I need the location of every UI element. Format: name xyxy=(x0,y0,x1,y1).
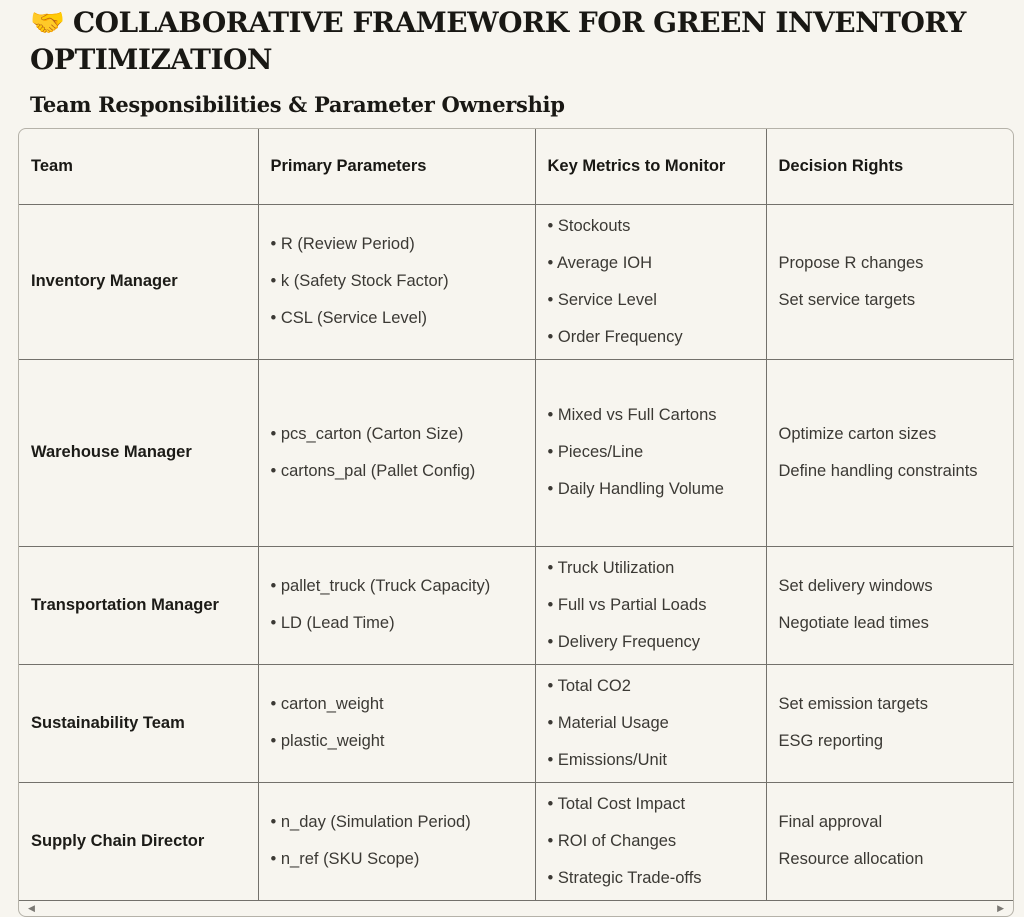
metric-item: Stockouts xyxy=(548,208,754,245)
decisions-cell: Set emission targets ESG reporting xyxy=(765,663,1013,783)
metric-item: Pieces/Line xyxy=(548,434,754,471)
decisions-cell: Propose R changes Set service targets xyxy=(765,203,1013,360)
metric-item: Emissions/Unit xyxy=(548,742,754,779)
parameter-item: pcs_carton (Carton Size) xyxy=(271,416,523,453)
table-row: Supply Chain Director n_day (Simulation … xyxy=(19,781,1013,900)
team-cell: Sustainability Team xyxy=(19,663,259,783)
metric-item: Order Frequency xyxy=(548,319,754,356)
parameter-item: carton_weight xyxy=(271,686,523,723)
table-row: Sustainability Team carton_weight plasti… xyxy=(19,663,1013,783)
page-title-text: COLLABORATIVE FRAMEWORK FOR GREEN INVENT… xyxy=(30,6,966,76)
metric-item: Mixed vs Full Cartons xyxy=(548,397,754,434)
parameter-item: LD (Lead Time) xyxy=(271,605,523,642)
table-row: Inventory Manager R (Review Period) k (S… xyxy=(19,203,1013,360)
decision-line: Final approval xyxy=(778,813,883,831)
parameters-cell: carton_weight plastic_weight xyxy=(257,663,536,783)
parameter-item: CSL (Service Level) xyxy=(271,300,523,337)
decision-line: ESG reporting xyxy=(778,732,884,750)
scroll-right-arrow-icon[interactable]: ▶ xyxy=(997,902,1004,913)
team-cell: Inventory Manager xyxy=(19,203,259,360)
metrics-cell: Total CO2 Material Usage Emissions/Unit xyxy=(534,663,767,783)
metrics-cell: Stockouts Average IOH Service Level Orde… xyxy=(534,203,767,360)
metrics-cell: Mixed vs Full Cartons Pieces/Line Daily … xyxy=(534,358,767,547)
metric-item: Strategic Trade-offs xyxy=(548,860,754,897)
horizontal-scrollbar[interactable]: ◀ ▶ xyxy=(19,899,1013,916)
parameter-item: n_ref (SKU Scope) xyxy=(271,841,523,878)
decision-line: Define handling constraints xyxy=(778,461,978,480)
decision-line: Propose R changes xyxy=(778,253,924,272)
metric-item: Total CO2 xyxy=(548,668,754,705)
metric-item: ROI of Changes xyxy=(548,823,754,860)
metric-item: Daily Handling Volume xyxy=(548,471,754,508)
parameter-item: pallet_truck (Truck Capacity) xyxy=(271,568,523,605)
parameter-item: cartons_pal (Pallet Config) xyxy=(271,453,523,490)
parameters-cell: pcs_carton (Carton Size) cartons_pal (Pa… xyxy=(257,358,536,547)
decision-line: Optimize carton sizes xyxy=(778,424,937,443)
metric-item: Material Usage xyxy=(548,705,754,742)
column-header-decisions: Decision Rights xyxy=(765,128,1013,205)
metric-item: Delivery Frequency xyxy=(548,624,754,661)
responsibilities-table: Team Primary Parameters Key Metrics to M… xyxy=(19,128,1013,900)
parameter-item: R (Review Period) xyxy=(271,226,523,263)
metric-item: Total Cost Impact xyxy=(548,786,754,823)
parameters-cell: pallet_truck (Truck Capacity) LD (Lead T… xyxy=(257,545,536,665)
column-header-parameters: Primary Parameters xyxy=(257,128,536,205)
decisions-cell: Set delivery windows Negotiate lead time… xyxy=(765,545,1013,665)
column-header-team: Team xyxy=(19,128,259,205)
decisions-cell: Optimize carton sizes Define handling co… xyxy=(765,358,1013,547)
table-row: Transportation Manager pallet_truck (Tru… xyxy=(19,545,1013,665)
metric-item: Average IOH xyxy=(548,245,754,282)
decision-line: Set emission targets xyxy=(778,695,928,713)
metric-item: Service Level xyxy=(548,282,754,319)
table-scroll-container[interactable]: Team Primary Parameters Key Metrics to M… xyxy=(18,128,1014,917)
decisions-cell: Final approval Resource allocation xyxy=(765,781,1013,900)
scroll-left-arrow-icon[interactable]: ◀ xyxy=(28,902,35,913)
decision-line: Resource allocation xyxy=(778,850,924,868)
table-header-row: Team Primary Parameters Key Metrics to M… xyxy=(19,128,1013,205)
decision-line: Set delivery windows xyxy=(778,577,933,595)
parameter-item: k (Safety Stock Factor) xyxy=(271,263,523,300)
metrics-cell: Total Cost Impact ROI of Changes Strateg… xyxy=(534,781,767,900)
column-header-metrics: Key Metrics to Monitor xyxy=(534,128,767,205)
handshake-emoji-icon: 🤝 xyxy=(30,6,65,39)
team-cell: Warehouse Manager xyxy=(19,358,259,547)
team-cell: Supply Chain Director xyxy=(19,781,259,900)
team-cell: Transportation Manager xyxy=(19,545,259,665)
parameter-item: plastic_weight xyxy=(271,723,523,760)
section-heading: Team Responsibilities & Parameter Owners… xyxy=(30,92,565,117)
parameters-cell: R (Review Period) k (Safety Stock Factor… xyxy=(257,203,536,360)
table-row: Warehouse Manager pcs_carton (Carton Siz… xyxy=(19,358,1013,547)
page-title: 🤝 COLLABORATIVE FRAMEWORK FOR GREEN INVEN… xyxy=(30,4,970,78)
parameter-item: n_day (Simulation Period) xyxy=(271,804,523,841)
parameters-cell: n_day (Simulation Period) n_ref (SKU Sco… xyxy=(257,781,536,900)
metric-item: Full vs Partial Loads xyxy=(548,587,754,624)
metrics-cell: Truck Utilization Full vs Partial Loads … xyxy=(534,545,767,665)
metric-item: Truck Utilization xyxy=(548,550,754,587)
decision-line: Set service targets xyxy=(778,290,916,309)
decision-line: Negotiate lead times xyxy=(778,614,929,632)
